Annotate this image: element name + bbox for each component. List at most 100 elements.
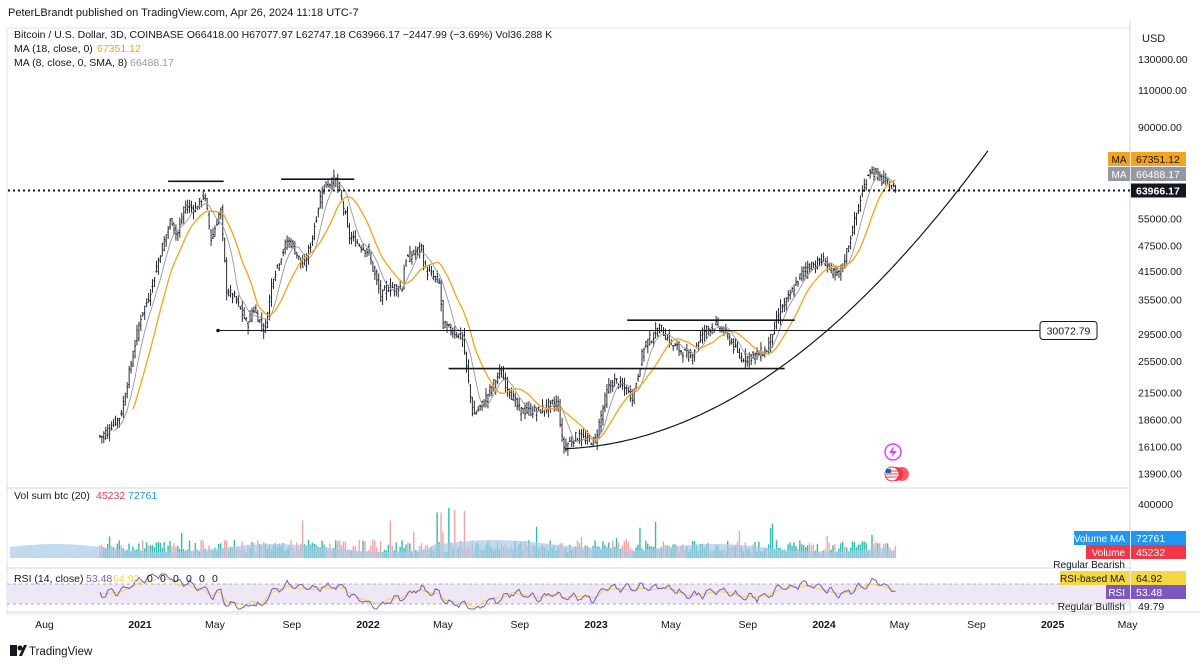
volume-bar[interactable] — [832, 545, 834, 558]
price-bar[interactable] — [531, 406, 534, 419]
price-bar[interactable] — [853, 211, 856, 235]
price-bar[interactable] — [373, 265, 376, 281]
price-bar[interactable] — [615, 378, 618, 384]
rsi-line[interactable] — [99, 573, 896, 610]
price-bar[interactable] — [837, 270, 840, 279]
ma8-legend-label[interactable]: MA (8, close, 0, SMA, 8) — [14, 57, 127, 69]
volume-bar[interactable] — [391, 545, 393, 558]
price-bar[interactable] — [280, 258, 283, 266]
price-bar[interactable] — [276, 264, 279, 269]
volume-pane[interactable] — [10, 507, 897, 558]
price-bar[interactable] — [798, 273, 801, 281]
price-bar[interactable] — [826, 256, 829, 273]
price-bar[interactable] — [748, 352, 751, 368]
price-bar[interactable] — [871, 166, 874, 175]
price-bar[interactable] — [132, 350, 135, 367]
price-bar[interactable] — [553, 396, 556, 412]
price-bar[interactable] — [822, 252, 825, 262]
price-bar[interactable] — [204, 193, 207, 202]
price-bar[interactable] — [475, 410, 478, 415]
price-bar[interactable] — [732, 338, 735, 354]
price-bar[interactable] — [227, 288, 230, 297]
price-bar[interactable] — [346, 206, 349, 228]
price-bar[interactable] — [98, 434, 101, 439]
volume-bar[interactable] — [645, 540, 647, 558]
price-bar[interactable] — [717, 317, 720, 327]
price-bar[interactable] — [188, 199, 191, 214]
price-bar[interactable] — [327, 180, 330, 188]
price-bar[interactable] — [141, 312, 144, 317]
volume-bar[interactable] — [163, 542, 165, 558]
price-bar[interactable] — [754, 352, 757, 365]
price-bar[interactable] — [284, 239, 287, 255]
price-bar[interactable] — [169, 218, 172, 230]
price-bar[interactable] — [504, 372, 507, 393]
price-bar[interactable] — [874, 167, 877, 176]
volume-bar[interactable] — [448, 507, 450, 558]
price-bar[interactable] — [311, 235, 314, 247]
price-bar[interactable] — [859, 195, 862, 212]
price-bar[interactable] — [325, 181, 328, 188]
volume-bar[interactable] — [151, 544, 154, 558]
price-bar[interactable] — [366, 248, 369, 257]
price-bar[interactable] — [486, 393, 489, 409]
price-bar[interactable] — [800, 266, 803, 282]
price-bar[interactable] — [543, 409, 546, 417]
price-bar[interactable] — [564, 438, 567, 452]
price-bar[interactable] — [297, 255, 300, 261]
volume-bar[interactable] — [793, 542, 795, 558]
volume-bar[interactable] — [401, 540, 403, 558]
price-bar[interactable] — [498, 364, 501, 379]
price-bar[interactable] — [192, 205, 195, 220]
price-bar[interactable] — [356, 239, 359, 245]
price-bar[interactable] — [147, 292, 150, 303]
price-pane[interactable]: 30072.79 — [8, 150, 1130, 456]
price-bar[interactable] — [465, 351, 468, 373]
price-bar[interactable] — [451, 327, 454, 338]
rsi-pane[interactable] — [7, 573, 1130, 610]
price-bar[interactable] — [619, 376, 622, 388]
price-bar[interactable] — [672, 344, 675, 351]
price-bar[interactable] — [578, 429, 581, 444]
price-bar[interactable] — [133, 339, 136, 359]
volume-bar[interactable] — [771, 523, 774, 558]
price-bar[interactable] — [172, 222, 175, 235]
tradingview-logo-icon[interactable] — [10, 645, 27, 656]
price-bar[interactable] — [849, 235, 852, 250]
price-bar[interactable] — [358, 243, 361, 247]
price-bar[interactable] — [802, 266, 805, 282]
price-bar[interactable] — [291, 239, 294, 250]
price-bar[interactable] — [219, 207, 222, 220]
price-bar[interactable] — [882, 170, 885, 184]
price-bar[interactable] — [254, 304, 257, 314]
price-bar[interactable] — [401, 288, 404, 292]
price-bar[interactable] — [795, 276, 798, 286]
price-bar[interactable] — [165, 234, 168, 247]
volume-bar[interactable] — [413, 531, 415, 558]
price-bar[interactable] — [389, 277, 392, 297]
price-bar[interactable] — [245, 316, 248, 322]
price-bar[interactable] — [847, 245, 850, 253]
price-bar[interactable] — [777, 307, 780, 324]
price-bar[interactable] — [120, 410, 123, 417]
price-bar[interactable] — [371, 261, 374, 272]
volume-bar[interactable] — [358, 540, 360, 558]
volume-bar[interactable] — [769, 528, 772, 558]
ma18-legend-label[interactable]: MA (18, close, 0) — [14, 43, 93, 55]
price-bar[interactable] — [878, 171, 881, 182]
price-bar[interactable] — [344, 209, 347, 215]
volume-bar[interactable] — [808, 543, 811, 558]
price-bar[interactable] — [681, 352, 684, 363]
price-bar[interactable] — [447, 323, 450, 328]
price-bar[interactable] — [223, 237, 226, 263]
price-bar[interactable] — [699, 330, 702, 343]
price-bar[interactable] — [703, 324, 706, 342]
price-bar[interactable] — [796, 280, 799, 287]
price-bar[interactable] — [561, 417, 564, 442]
price-bar[interactable] — [705, 325, 708, 340]
price-bar[interactable] — [288, 236, 291, 248]
price-bar[interactable] — [367, 243, 370, 256]
price-bar[interactable] — [420, 243, 423, 252]
price-bar[interactable] — [484, 388, 487, 408]
price-bar[interactable] — [516, 397, 519, 411]
